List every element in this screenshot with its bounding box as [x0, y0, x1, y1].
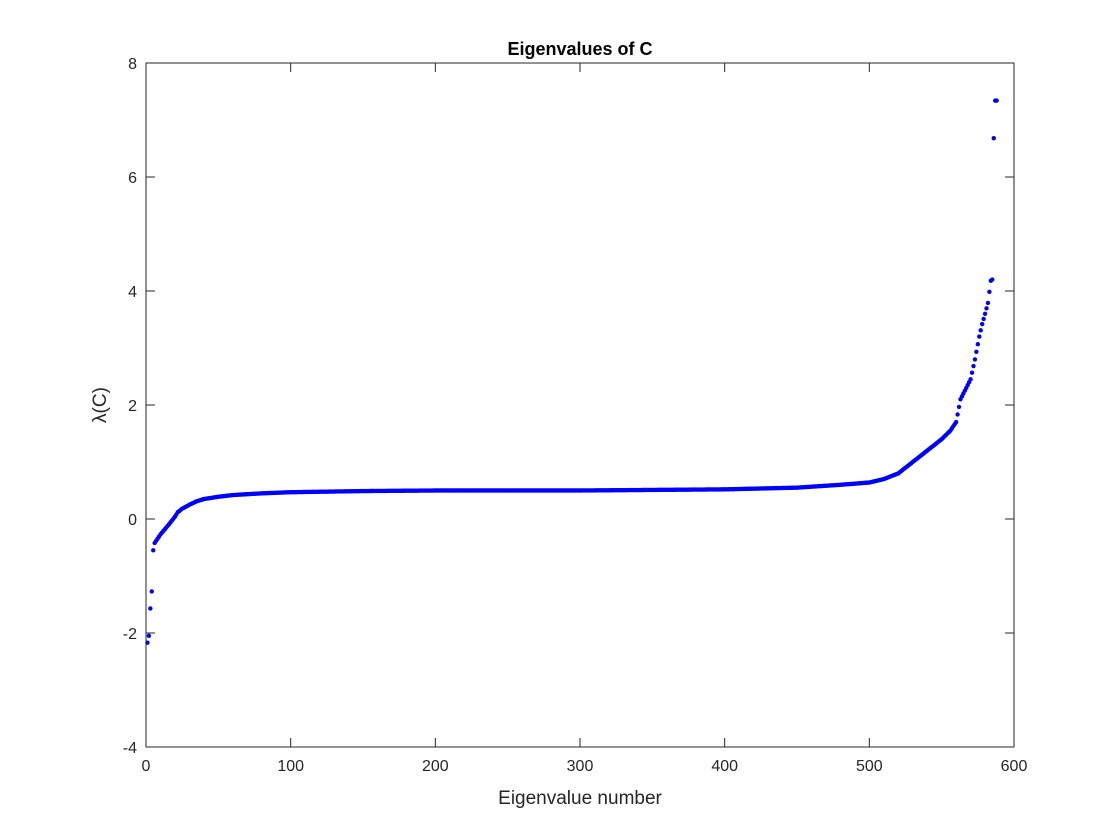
y-tick-label: 0 — [128, 512, 137, 529]
data-point — [987, 289, 992, 295]
data-point — [149, 589, 154, 594]
data-point — [975, 342, 981, 347]
y-tick-label: -2 — [123, 626, 137, 643]
y-tick-label: 2 — [128, 398, 137, 415]
y-tick-label: 4 — [128, 284, 137, 301]
data-point — [994, 98, 999, 103]
data-point — [990, 277, 995, 282]
x-tick-label: 300 — [567, 758, 594, 775]
data-point — [955, 412, 960, 417]
plot-background — [146, 63, 1014, 747]
data-point — [991, 136, 996, 141]
y-tick-label: 8 — [128, 56, 137, 73]
x-tick-label: 100 — [277, 758, 304, 775]
x-axis-label: Eigenvalue number — [498, 788, 662, 809]
x-tick-label: 400 — [711, 758, 738, 775]
ticks: 0 100 200 300 400 500 600 -4 -2 0 2 4 6 8 — [123, 56, 1028, 775]
data-point — [974, 349, 979, 354]
y-tick-label: 6 — [128, 170, 137, 187]
x-tick-label: 200 — [422, 758, 449, 775]
y-axis-label: λ(C) — [90, 387, 111, 423]
data-point — [984, 306, 989, 311]
data-point — [977, 334, 982, 339]
data-points — [145, 98, 999, 645]
data-point — [151, 548, 156, 553]
x-tick-label: 500 — [856, 758, 883, 775]
data-point — [982, 311, 988, 316]
data-point — [972, 357, 978, 362]
y-tick-label: -4 — [123, 740, 137, 757]
data-point — [978, 328, 983, 333]
plot-area — [146, 63, 1014, 747]
chart-title: Eigenvalues of C — [507, 39, 652, 59]
data-point — [148, 606, 153, 611]
data-point — [985, 300, 991, 306]
data-point — [971, 363, 976, 369]
x-tick-label: 600 — [1001, 758, 1028, 775]
x-tick-label: 0 — [142, 758, 151, 775]
data-point — [968, 377, 973, 382]
data-point — [953, 419, 959, 425]
data-point — [969, 370, 975, 375]
data-point — [146, 633, 152, 639]
data-point — [979, 321, 985, 327]
data-point — [956, 404, 962, 410]
data-point — [981, 316, 986, 322]
